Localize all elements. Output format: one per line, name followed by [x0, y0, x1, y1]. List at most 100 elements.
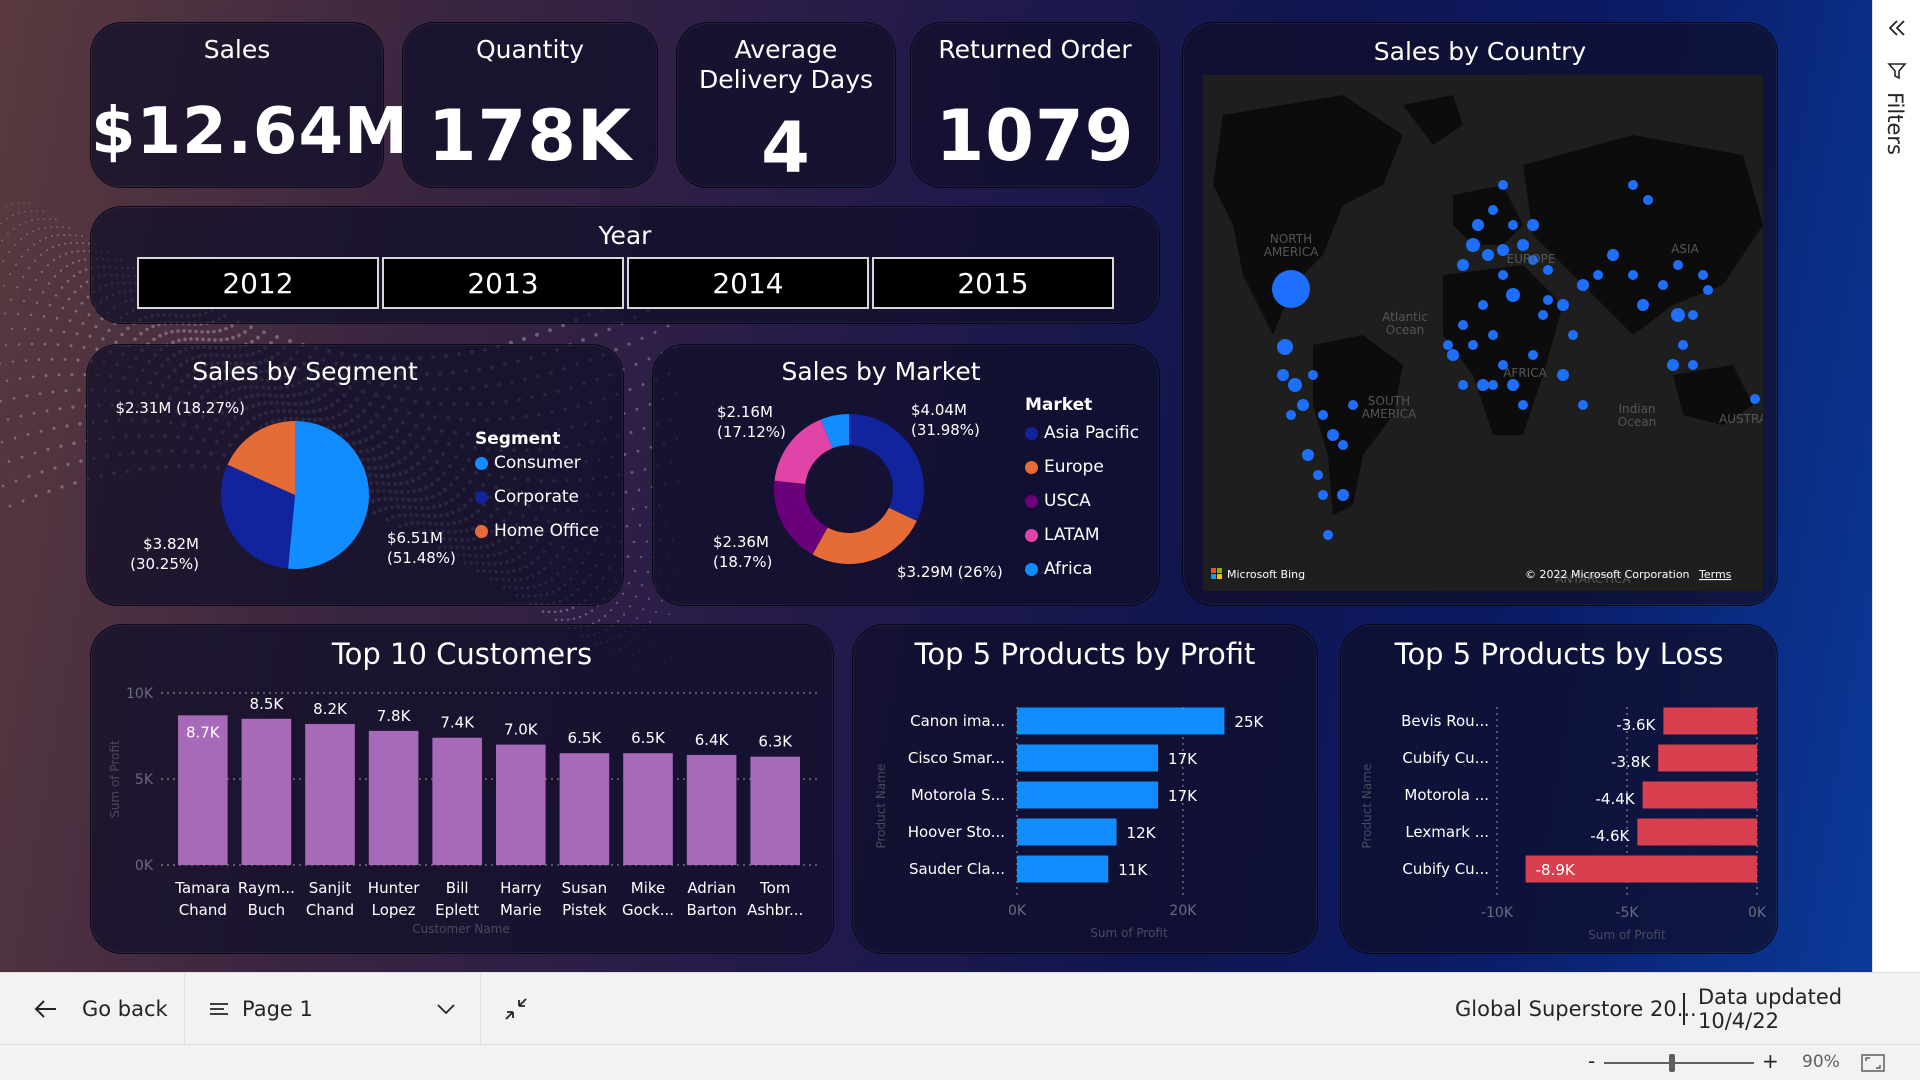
sales-bubble[interactable]	[1498, 180, 1508, 190]
sales-bubble[interactable]	[1538, 310, 1548, 320]
bar[interactable]	[1642, 781, 1757, 809]
sales-bubble[interactable]	[1543, 295, 1553, 305]
donut-slice-europe[interactable]	[812, 507, 917, 564]
sales-bubble[interactable]	[1628, 270, 1638, 280]
fit-to-page-button[interactable]	[502, 973, 530, 1045]
sales-bubble[interactable]	[1643, 195, 1653, 205]
sales-bubble[interactable]	[1568, 330, 1578, 340]
kpi-card-returned[interactable]: Returned Order 1079	[910, 22, 1160, 188]
year-button-2012[interactable]: 2012	[137, 257, 379, 309]
sales-bubble[interactable]	[1338, 440, 1348, 450]
sales-bubble[interactable]	[1297, 399, 1309, 411]
bar[interactable]	[1663, 707, 1757, 735]
page-selector[interactable]: Page 1	[208, 973, 458, 1045]
sales-bubble[interactable]	[1506, 288, 1520, 302]
sales-bubble[interactable]	[1443, 340, 1453, 350]
sales-bubble[interactable]	[1313, 470, 1323, 480]
donut-slice-asia-pacific[interactable]	[849, 414, 924, 521]
sales-bubble[interactable]	[1348, 400, 1358, 410]
sales-bubble[interactable]	[1337, 489, 1349, 501]
year-button-2015[interactable]: 2015	[872, 257, 1114, 309]
bar[interactable]	[1017, 707, 1225, 735]
legend-item-usca[interactable]: USCA	[1025, 491, 1091, 511]
sales-bubble[interactable]	[1327, 429, 1339, 441]
bar[interactable]	[1017, 855, 1109, 883]
sales-bubble[interactable]	[1488, 380, 1498, 390]
sales-bubble[interactable]	[1318, 410, 1328, 420]
year-button-2014[interactable]: 2014	[627, 257, 869, 309]
sales-bubble[interactable]	[1678, 340, 1688, 350]
sales-bubble[interactable]	[1497, 244, 1509, 256]
sales-bubble[interactable]	[1543, 265, 1553, 275]
pie-slice-consumer[interactable]	[288, 421, 369, 569]
map-terms-link[interactable]: Terms	[1698, 568, 1732, 581]
sales-bubble[interactable]	[1302, 449, 1314, 461]
sales-bubble[interactable]	[1667, 359, 1679, 371]
sales-bubble[interactable]	[1703, 285, 1713, 295]
sales-bubble[interactable]	[1458, 380, 1468, 390]
sales-bubble[interactable]	[1578, 400, 1588, 410]
bar[interactable]	[623, 753, 673, 865]
sales-bubble[interactable]	[1498, 270, 1508, 280]
zoom-slider-thumb[interactable]	[1668, 1054, 1675, 1072]
sales-bubble[interactable]	[1457, 259, 1469, 271]
sales-bubble[interactable]	[1468, 340, 1478, 350]
sales-bubble[interactable]	[1517, 239, 1529, 251]
sales-bubble[interactable]	[1577, 279, 1589, 291]
sales-bubble[interactable]	[1477, 379, 1489, 391]
bar[interactable]	[241, 718, 292, 865]
kpi-card-delivery[interactable]: Average Delivery Days 4	[676, 22, 896, 189]
bar[interactable]	[1017, 744, 1159, 772]
donut-slice-latam[interactable]	[774, 419, 833, 485]
sales-bubble[interactable]	[1447, 349, 1459, 361]
kpi-card-sales[interactable]: Sales $12.64M	[90, 22, 408, 188]
sales-bubble[interactable]	[1507, 379, 1519, 391]
bar[interactable]	[305, 723, 355, 865]
sales-bubble[interactable]	[1458, 320, 1468, 330]
sales-bubble[interactable]	[1488, 330, 1498, 340]
donut-slice-africa[interactable]	[820, 414, 849, 449]
bar[interactable]	[432, 737, 483, 865]
sales-bubble[interactable]	[1323, 530, 1333, 540]
bar[interactable]	[1525, 855, 1757, 883]
sales-bubble[interactable]	[1472, 219, 1484, 231]
fullscreen-icon[interactable]	[1860, 1052, 1886, 1074]
sales-bubble[interactable]	[1498, 360, 1508, 370]
sales-bubble[interactable]	[1518, 400, 1528, 410]
sales-bubble[interactable]	[1478, 300, 1488, 310]
legend-item-home-office[interactable]: Home Office	[475, 521, 599, 541]
filters-label[interactable]: Filters	[1883, 92, 1907, 155]
sales-bubble[interactable]	[1286, 410, 1296, 420]
kpi-card-quantity[interactable]: Quantity 178K	[402, 22, 658, 188]
sales-bubble[interactable]	[1272, 270, 1310, 308]
bar[interactable]	[1658, 744, 1757, 772]
pie-slice-home-office[interactable]	[227, 421, 295, 495]
sales-bubble[interactable]	[1288, 378, 1302, 392]
sales-bubble[interactable]	[1607, 249, 1619, 261]
sales-bubble[interactable]	[1688, 360, 1698, 370]
go-back-button[interactable]: Go back	[32, 973, 168, 1045]
sales-bubble[interactable]	[1482, 249, 1494, 261]
sales-bubble[interactable]	[1488, 205, 1498, 215]
sales-bubble[interactable]	[1673, 260, 1683, 270]
bar[interactable]	[177, 715, 228, 865]
sales-bubble[interactable]	[1750, 394, 1760, 404]
sales-map[interactable]: NORTH AMERICA Atlantic Ocean EUROPE ASIA AFRIC…	[1203, 75, 1763, 591]
filters-pane[interactable]: Filters	[1872, 0, 1920, 972]
bar[interactable]	[1017, 818, 1117, 846]
legend-item-corporate[interactable]: Corporate	[475, 487, 579, 507]
bar[interactable]	[368, 730, 419, 865]
sales-bubble[interactable]	[1637, 299, 1649, 311]
sales-bubble[interactable]	[1698, 270, 1708, 280]
legend-item-latam[interactable]: LATAM	[1025, 525, 1100, 545]
legend-item-europe[interactable]: Europe	[1025, 457, 1104, 477]
sales-bubble[interactable]	[1277, 369, 1289, 381]
sales-bubble[interactable]	[1528, 255, 1538, 265]
sales-bubble[interactable]	[1508, 220, 1518, 230]
zoom-slider[interactable]	[1604, 1054, 1754, 1072]
bar[interactable]	[1637, 818, 1757, 846]
donut-slice-usca[interactable]	[774, 480, 828, 555]
sales-bubble[interactable]	[1277, 339, 1293, 355]
bar[interactable]	[750, 756, 801, 865]
year-button-2013[interactable]: 2013	[382, 257, 624, 309]
